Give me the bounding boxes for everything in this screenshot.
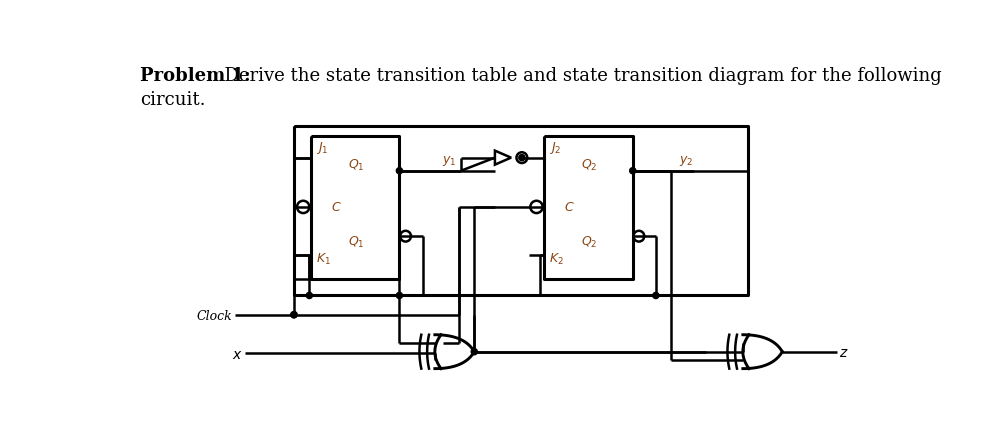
Circle shape bbox=[629, 168, 635, 174]
Circle shape bbox=[291, 312, 297, 318]
Text: Problem 1:: Problem 1: bbox=[140, 67, 251, 85]
Circle shape bbox=[471, 348, 477, 355]
Circle shape bbox=[397, 292, 403, 299]
Text: $y_1$: $y_1$ bbox=[442, 154, 456, 168]
Circle shape bbox=[306, 292, 312, 299]
Text: $K_1$: $K_1$ bbox=[315, 251, 330, 267]
Text: $C$: $C$ bbox=[564, 201, 575, 214]
Text: $z$: $z$ bbox=[839, 346, 849, 360]
Text: $J_1$: $J_1$ bbox=[315, 140, 328, 156]
Text: Clock: Clock bbox=[196, 310, 233, 323]
Text: $Q_1$: $Q_1$ bbox=[347, 157, 365, 173]
Text: $K_2$: $K_2$ bbox=[549, 251, 564, 267]
Text: circuit.: circuit. bbox=[140, 91, 205, 109]
Text: $Q_1$: $Q_1$ bbox=[347, 235, 365, 250]
Circle shape bbox=[291, 312, 297, 318]
Text: $C$: $C$ bbox=[331, 201, 341, 214]
Text: $J_2$: $J_2$ bbox=[549, 140, 561, 156]
Text: $Q_2$: $Q_2$ bbox=[581, 157, 597, 173]
Circle shape bbox=[519, 154, 525, 161]
Circle shape bbox=[397, 168, 403, 174]
Text: Derive the state transition table and state transition diagram for the following: Derive the state transition table and st… bbox=[213, 67, 942, 85]
Text: $Q_2$: $Q_2$ bbox=[581, 235, 597, 250]
Circle shape bbox=[653, 292, 659, 299]
Text: $y_2$: $y_2$ bbox=[679, 154, 693, 168]
Text: $x$: $x$ bbox=[232, 348, 243, 362]
